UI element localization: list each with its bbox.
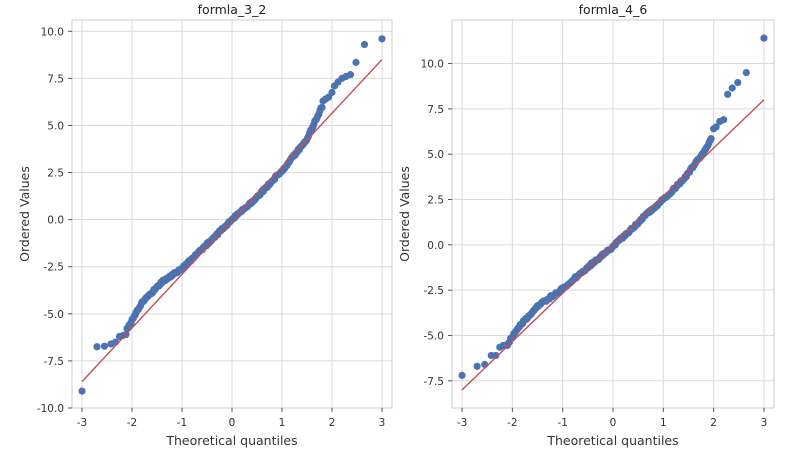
qq-point (346, 71, 355, 79)
qq-point (378, 35, 386, 43)
x-tick-label: -2 (507, 417, 517, 429)
qq-point (458, 371, 466, 379)
x-tick-label: 1 (279, 417, 286, 429)
chart-title: formla_3_2 (198, 2, 267, 17)
x-tick-label: 2 (710, 417, 717, 429)
y-tick-label: 2.5 (47, 168, 64, 180)
y-tick-label: 2.5 (427, 194, 444, 206)
y-axis-label: Ordered Values (17, 166, 32, 262)
x-tick-label: -2 (127, 417, 137, 429)
qq-point (352, 58, 360, 66)
x-tick-label: -3 (457, 417, 467, 429)
qq-point (728, 84, 736, 92)
chart-title: formla_4_6 (579, 2, 648, 17)
y-tick-label: -10.0 (37, 403, 64, 415)
x-tick-label: -3 (77, 417, 87, 429)
x-tick-label: -1 (557, 417, 567, 429)
qq-point (481, 360, 489, 369)
qq-point (707, 135, 715, 143)
y-tick-label: 7.5 (47, 73, 64, 85)
y-tick-label: -7.5 (424, 376, 445, 388)
fit-line (81, 59, 383, 383)
qq-point (78, 387, 86, 395)
qq-point (724, 90, 732, 98)
y-tick-label: -2.5 (424, 285, 445, 297)
x-tick-label: 3 (379, 417, 386, 429)
x-tick-label: -1 (177, 417, 187, 429)
qq-point (360, 40, 369, 49)
x-tick-label: 1 (660, 417, 667, 429)
x-tick-label: 0 (610, 417, 617, 429)
y-tick-label: 5.0 (427, 149, 444, 161)
qq-point (760, 34, 768, 42)
qq-point (712, 123, 720, 131)
qq-point (318, 103, 326, 112)
y-tick-label: 7.5 (427, 104, 444, 116)
y-tick-label: -5.0 (424, 330, 445, 342)
y-tick-label: -5.0 (44, 309, 65, 321)
qq-point (328, 88, 336, 97)
y-tick-label: 0.0 (47, 215, 64, 227)
x-axis-label: Theoretical quantiles (546, 433, 678, 448)
y-axis-label: Ordered Values (397, 166, 412, 262)
fit-line (461, 99, 765, 391)
qq-point (734, 78, 742, 87)
x-tick-label: 2 (329, 417, 336, 429)
qq-point (100, 342, 109, 350)
qq-panel-2: -3 -2 -1 0 1 2 3 -7.5 -5.0 -2.5 0.0 2.5 5.0 7.5 10.0 fo… (397, 2, 775, 448)
qq-point (492, 351, 500, 360)
y-tick-label: 10.0 (41, 26, 64, 38)
y-tick-label: -7.5 (44, 356, 65, 368)
y-tick-label: 0.0 (427, 240, 444, 252)
y-tick-label: 10.0 (421, 59, 444, 71)
qq-point (473, 362, 481, 370)
qq-point (742, 68, 750, 77)
y-tick-label: -2.5 (44, 262, 65, 274)
qq-point (93, 343, 101, 351)
x-axis-label: Theoretical quantiles (165, 433, 297, 448)
qq-panel-1: -3 -2 -1 0 1 2 3 -10.0 -7.5 -5.0 -2.5 0.0 2.5 5.0 7.5 1… (17, 2, 393, 448)
qq-point (720, 116, 728, 124)
x-tick-label: 3 (761, 417, 768, 429)
y-tick-label: 5.0 (47, 120, 64, 132)
x-tick-label: 0 (229, 417, 236, 429)
qq-point (499, 341, 507, 350)
